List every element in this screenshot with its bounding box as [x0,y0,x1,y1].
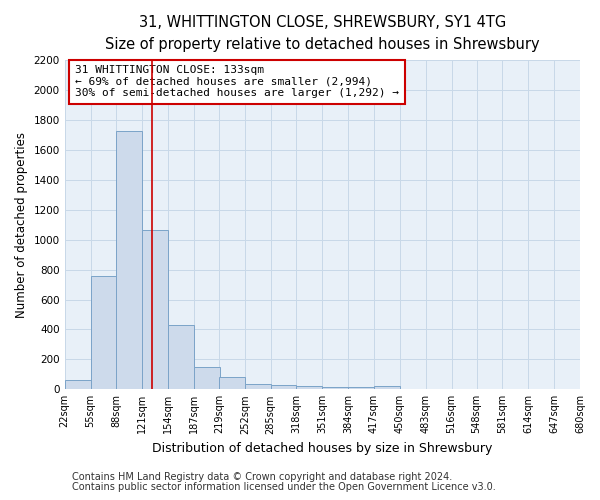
Bar [296,386,322,390]
Bar [348,387,374,390]
Bar [91,276,116,390]
Bar [194,367,220,390]
Bar [65,380,91,390]
X-axis label: Distribution of detached houses by size in Shrewsbury: Distribution of detached houses by size … [152,442,493,455]
Bar [116,130,142,390]
Text: Contains public sector information licensed under the Open Government Licence v3: Contains public sector information licen… [72,482,496,492]
Bar [322,386,348,390]
Text: Contains HM Land Registry data © Crown copyright and database right 2024.: Contains HM Land Registry data © Crown c… [72,472,452,482]
Y-axis label: Number of detached properties: Number of detached properties [15,132,28,318]
Bar [374,386,400,390]
Text: 31 WHITTINGTON CLOSE: 133sqm
← 69% of detached houses are smaller (2,994)
30% of: 31 WHITTINGTON CLOSE: 133sqm ← 69% of de… [75,65,399,98]
Bar [219,378,245,390]
Bar [142,230,168,390]
Title: 31, WHITTINGTON CLOSE, SHREWSBURY, SY1 4TG
Size of property relative to detached: 31, WHITTINGTON CLOSE, SHREWSBURY, SY1 4… [105,15,539,52]
Bar [245,384,271,390]
Bar [168,325,194,390]
Bar [271,385,296,390]
